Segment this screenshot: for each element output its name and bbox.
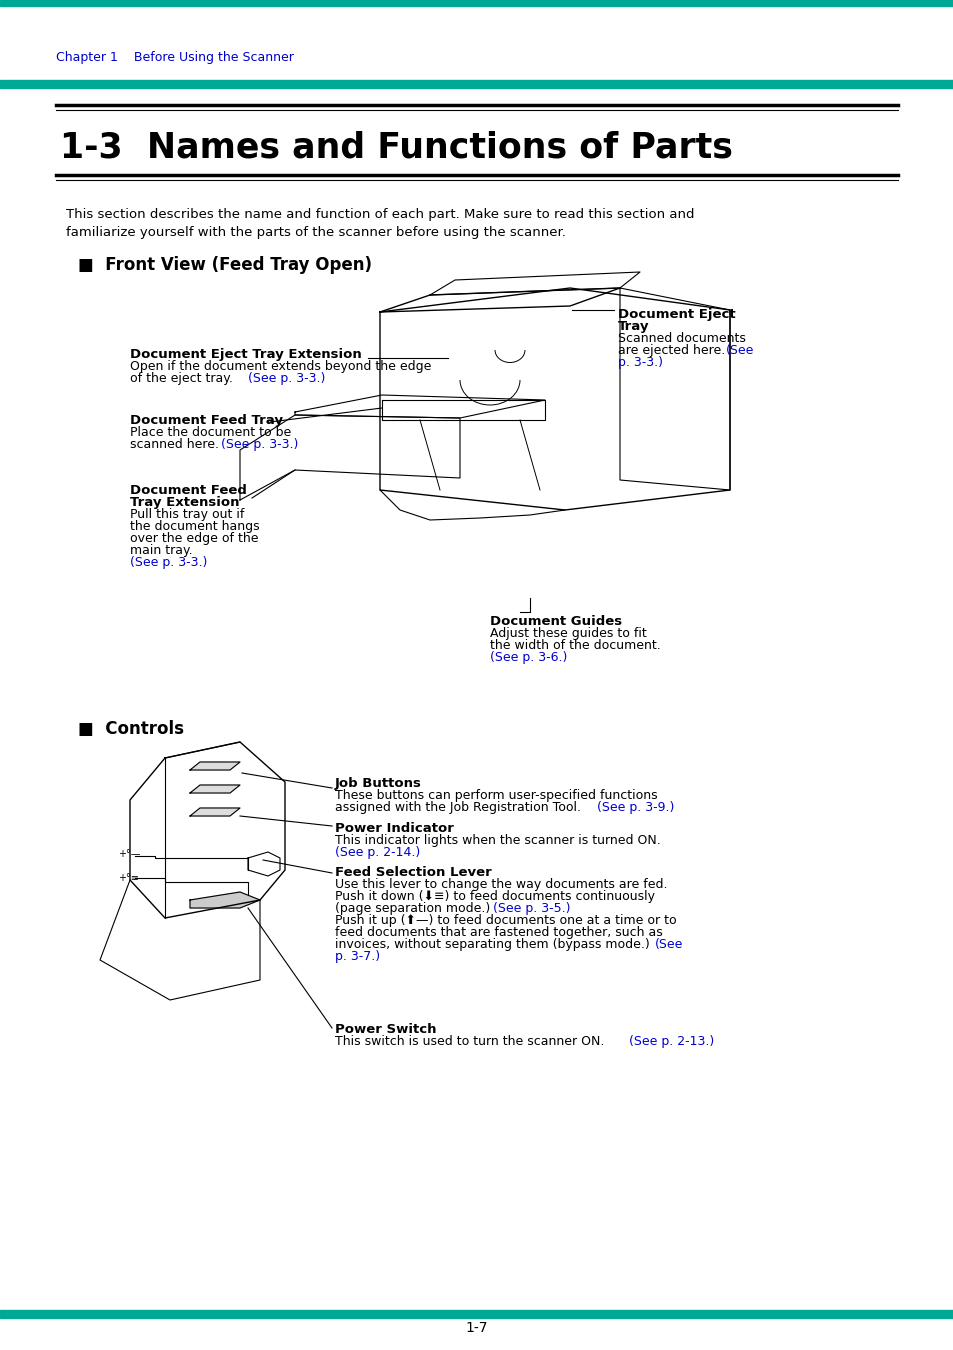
Text: (See p. 3-5.): (See p. 3-5.) (493, 902, 570, 915)
Text: Pull this tray out if: Pull this tray out if (130, 508, 244, 521)
Text: assigned with the Job Registration Tool.: assigned with the Job Registration Tool. (335, 801, 584, 814)
Bar (0, 0, 953, 5)
Text: 1-3  Names and Functions of Parts: 1-3 Names and Functions of Parts (60, 131, 732, 165)
Text: the document hangs: the document hangs (130, 520, 259, 533)
Text: +°≡: +°≡ (118, 873, 139, 883)
Text: over the edge of the: over the edge of the (130, 532, 258, 545)
Text: Push it up (⬆—) to feed documents one at a time or to: Push it up (⬆—) to feed documents one at… (335, 914, 676, 927)
Text: p. 3-3.): p. 3-3.) (618, 356, 662, 369)
Text: (See p. 3-3.): (See p. 3-3.) (130, 556, 207, 568)
Text: (See p. 3-6.): (See p. 3-6.) (490, 651, 567, 664)
Text: Open if the document extends beyond the edge: Open if the document extends beyond the … (130, 360, 431, 373)
Text: are ejected here.: are ejected here. (618, 344, 728, 356)
Text: the width of the document.: the width of the document. (490, 639, 660, 652)
Polygon shape (190, 809, 240, 815)
Text: Scanned documents: Scanned documents (618, 332, 745, 346)
Text: This switch is used to turn the scanner ON.: This switch is used to turn the scanner … (335, 1035, 608, 1048)
Text: (See p. 3-9.): (See p. 3-9.) (597, 801, 674, 814)
Text: +°—: +°— (118, 849, 140, 859)
Text: p. 3-7.): p. 3-7.) (335, 950, 379, 963)
Text: familiarize yourself with the parts of the scanner before using the scanner.: familiarize yourself with the parts of t… (66, 225, 565, 239)
Text: Document Eject Tray Extension: Document Eject Tray Extension (130, 348, 361, 360)
Text: Job Buttons: Job Buttons (335, 778, 421, 790)
Bar (0, 80, 953, 88)
Text: Power Indicator: Power Indicator (335, 822, 454, 836)
Text: This section describes the name and function of each part. Make sure to read thi: This section describes the name and func… (66, 208, 694, 221)
Text: feed documents that are fastened together, such as: feed documents that are fastened togethe… (335, 926, 662, 940)
Text: ■  Controls: ■ Controls (78, 720, 184, 738)
Text: (See p. 3-3.): (See p. 3-3.) (221, 437, 298, 451)
Text: Power Switch: Power Switch (335, 1023, 436, 1035)
Text: (See p. 2-14.): (See p. 2-14.) (335, 846, 420, 859)
Text: Use this lever to change the way documents are fed.: Use this lever to change the way documen… (335, 878, 667, 891)
Text: Push it down (⬇≡) to feed documents continuously: Push it down (⬇≡) to feed documents cont… (335, 890, 655, 903)
Text: Place the document to be: Place the document to be (130, 427, 291, 439)
Text: Document Feed: Document Feed (130, 485, 247, 497)
Text: main tray.: main tray. (130, 544, 193, 558)
Text: invoices, without separating them (bypass mode.): invoices, without separating them (bypas… (335, 938, 653, 950)
Text: Tray Extension: Tray Extension (130, 495, 239, 509)
Text: ■  Front View (Feed Tray Open): ■ Front View (Feed Tray Open) (78, 256, 372, 274)
Text: Feed Selection Lever: Feed Selection Lever (335, 865, 491, 879)
Text: of the eject tray.: of the eject tray. (130, 373, 236, 385)
Text: (See: (See (655, 938, 682, 950)
Polygon shape (190, 892, 260, 909)
Text: scanned here.: scanned here. (130, 437, 223, 451)
Text: Tray: Tray (618, 320, 649, 333)
Text: (See p. 3-3.): (See p. 3-3.) (248, 373, 325, 385)
Bar (0, 1310, 953, 1318)
Polygon shape (190, 784, 240, 792)
Text: These buttons can perform user-specified functions: These buttons can perform user-specified… (335, 788, 657, 802)
Text: Document Feed Tray: Document Feed Tray (130, 414, 283, 427)
Text: This indicator lights when the scanner is turned ON.: This indicator lights when the scanner i… (335, 834, 660, 846)
Text: Document Eject: Document Eject (618, 308, 735, 321)
Text: (page separation mode.): (page separation mode.) (335, 902, 494, 915)
Text: 1-7: 1-7 (465, 1322, 488, 1335)
Text: Document Guides: Document Guides (490, 616, 621, 628)
Polygon shape (190, 761, 240, 770)
Text: Adjust these guides to fit: Adjust these guides to fit (490, 626, 646, 640)
Text: Chapter 1    Before Using the Scanner: Chapter 1 Before Using the Scanner (56, 51, 294, 65)
Text: (See: (See (725, 344, 754, 356)
Text: (See p. 2-13.): (See p. 2-13.) (628, 1035, 714, 1048)
